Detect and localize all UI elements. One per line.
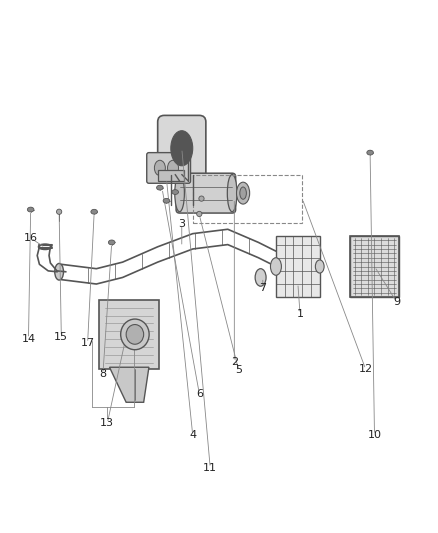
Ellipse shape bbox=[237, 182, 250, 204]
Text: 16: 16 bbox=[24, 233, 38, 243]
Ellipse shape bbox=[199, 196, 204, 201]
Text: 17: 17 bbox=[81, 338, 95, 348]
Ellipse shape bbox=[270, 258, 281, 275]
Polygon shape bbox=[110, 367, 149, 402]
Ellipse shape bbox=[172, 190, 179, 195]
Ellipse shape bbox=[168, 160, 179, 175]
Text: 14: 14 bbox=[21, 334, 35, 344]
Ellipse shape bbox=[240, 187, 246, 199]
Text: 12: 12 bbox=[359, 365, 373, 374]
Ellipse shape bbox=[126, 325, 144, 344]
Ellipse shape bbox=[171, 131, 193, 166]
Ellipse shape bbox=[55, 263, 64, 280]
Ellipse shape bbox=[175, 174, 184, 212]
Polygon shape bbox=[158, 170, 184, 181]
Text: 6: 6 bbox=[196, 389, 203, 399]
Ellipse shape bbox=[57, 209, 62, 214]
Ellipse shape bbox=[91, 209, 97, 214]
FancyBboxPatch shape bbox=[147, 152, 191, 183]
Bar bbox=[350, 236, 399, 297]
Text: 10: 10 bbox=[367, 430, 381, 440]
Ellipse shape bbox=[154, 160, 166, 175]
Text: 9: 9 bbox=[393, 296, 400, 306]
FancyBboxPatch shape bbox=[276, 236, 320, 297]
Ellipse shape bbox=[315, 260, 324, 273]
Text: 8: 8 bbox=[99, 369, 106, 379]
Text: 3: 3 bbox=[178, 220, 185, 229]
Ellipse shape bbox=[120, 319, 149, 350]
Text: 13: 13 bbox=[100, 418, 114, 429]
Ellipse shape bbox=[227, 174, 237, 212]
Ellipse shape bbox=[255, 269, 266, 286]
Ellipse shape bbox=[109, 240, 115, 245]
Text: 4: 4 bbox=[189, 430, 196, 440]
FancyBboxPatch shape bbox=[158, 115, 206, 181]
Ellipse shape bbox=[197, 211, 202, 216]
Ellipse shape bbox=[157, 185, 163, 190]
Text: 7: 7 bbox=[259, 282, 266, 293]
Ellipse shape bbox=[163, 198, 170, 203]
Text: 15: 15 bbox=[54, 332, 68, 342]
Ellipse shape bbox=[27, 207, 34, 212]
Text: 11: 11 bbox=[203, 463, 217, 473]
Text: 2: 2 bbox=[231, 357, 238, 367]
Ellipse shape bbox=[367, 150, 373, 155]
Bar bbox=[193, 174, 302, 223]
Text: 1: 1 bbox=[297, 309, 304, 319]
Bar bbox=[350, 236, 399, 297]
FancyBboxPatch shape bbox=[99, 300, 159, 369]
Text: 5: 5 bbox=[235, 365, 242, 375]
FancyBboxPatch shape bbox=[176, 173, 236, 213]
